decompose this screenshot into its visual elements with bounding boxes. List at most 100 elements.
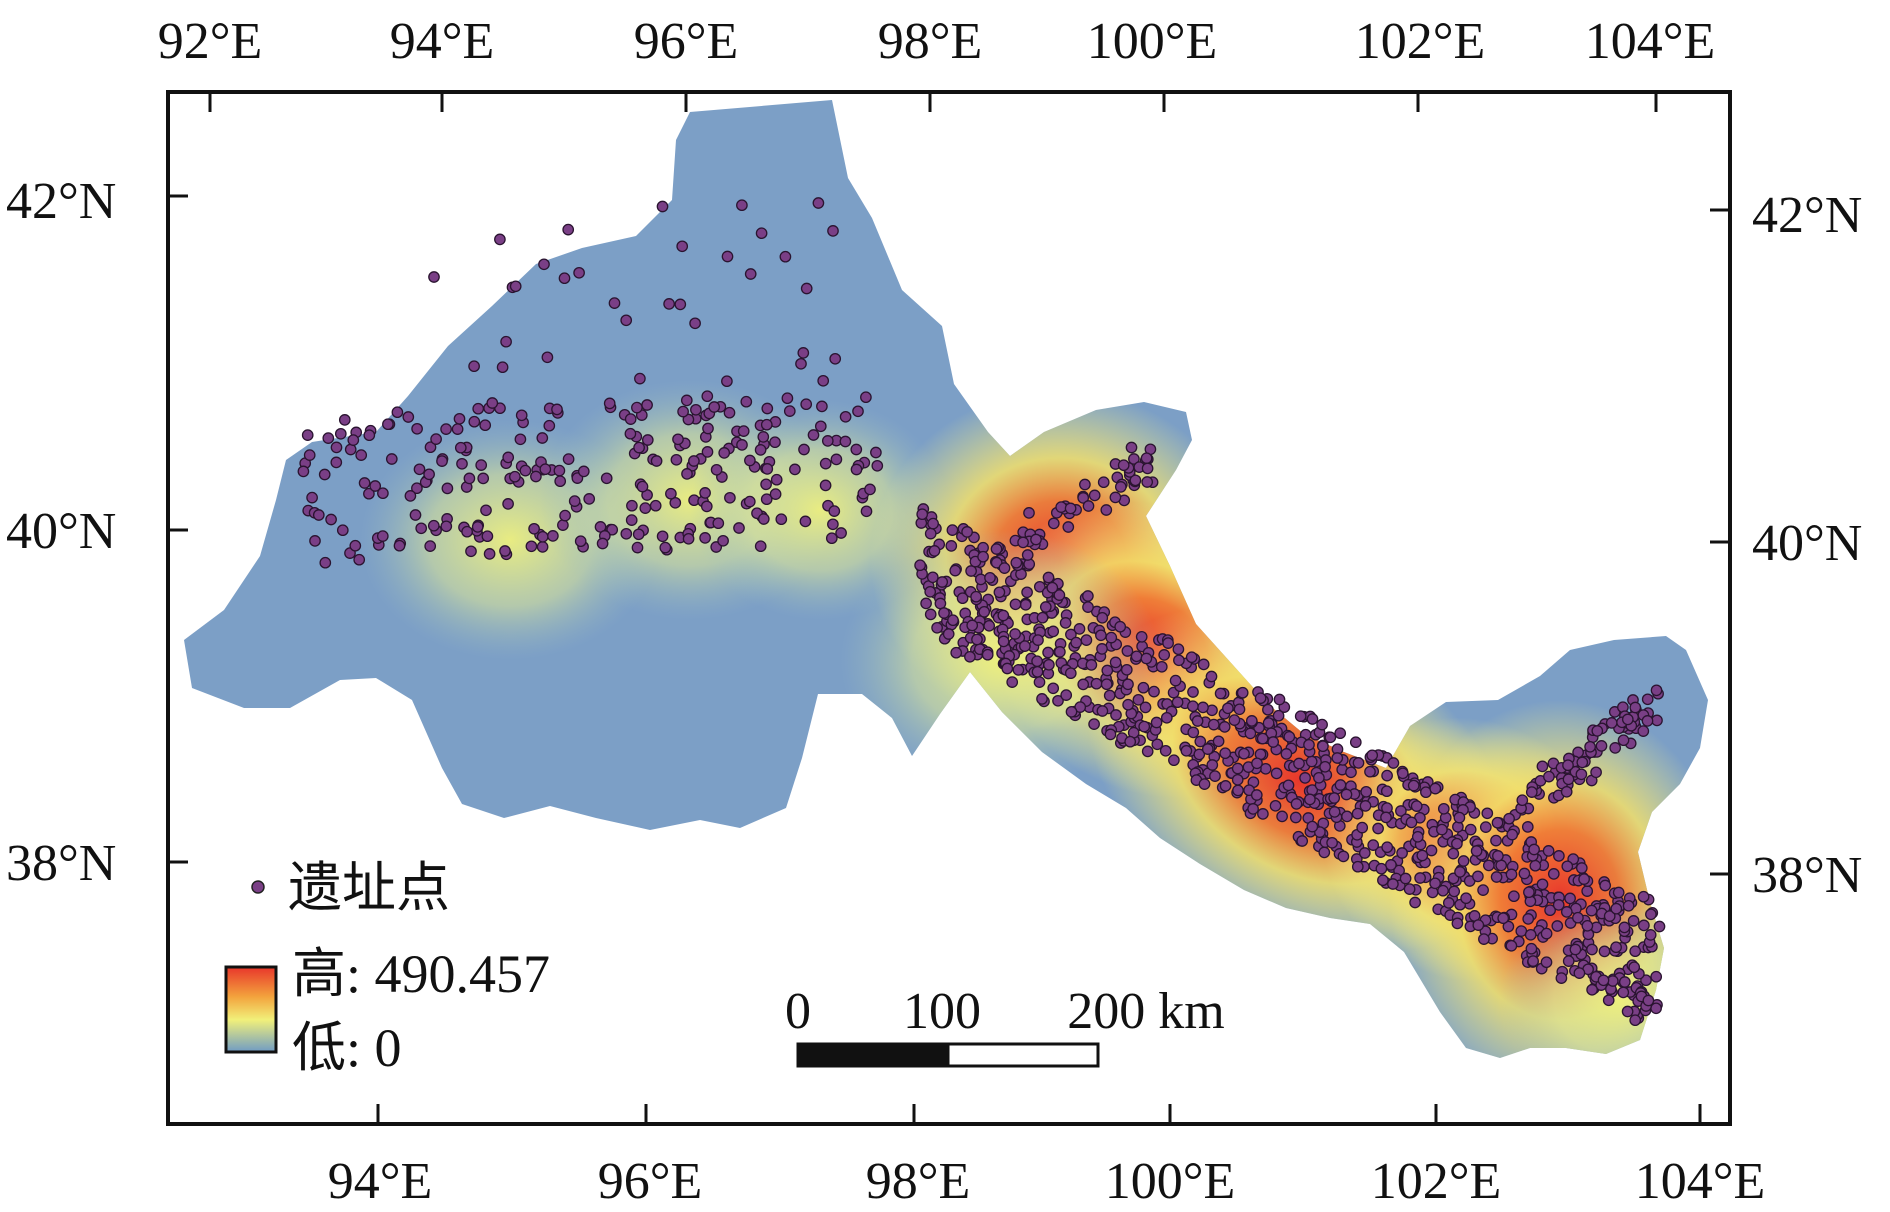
site-point: [920, 597, 932, 610]
scale-label-100: 100: [903, 983, 981, 1040]
bottom-tick-label: 98°E: [866, 1153, 971, 1210]
site-point: [1575, 768, 1588, 781]
left-tick-label: 38°N: [6, 835, 116, 892]
site-point: [1555, 972, 1568, 984]
site-point: [1110, 709, 1122, 721]
site-point: [1162, 637, 1174, 649]
bottom-tick-label: 96°E: [598, 1153, 703, 1210]
site-point: [733, 522, 745, 534]
site-point: [699, 532, 711, 544]
bottom-tick-label: 102°E: [1371, 1153, 1502, 1210]
site-point: [1638, 919, 1650, 932]
site-point: [1495, 859, 1508, 872]
site-point: [947, 614, 959, 627]
site-point: [1437, 802, 1450, 815]
bottom-tick-label: 104°E: [1635, 1153, 1766, 1210]
site-point: [839, 410, 852, 423]
site-point: [1352, 757, 1365, 769]
site-point: [404, 490, 417, 502]
site-point: [1387, 757, 1400, 769]
site-point: [377, 487, 389, 500]
site-point: [1381, 769, 1393, 782]
site-point: [1464, 823, 1477, 836]
site-point: [770, 473, 783, 486]
site-point: [871, 459, 884, 472]
site-point: [465, 545, 477, 558]
site-point: [1100, 504, 1113, 516]
site-point: [1250, 789, 1263, 801]
site-point: [1168, 754, 1180, 767]
site-point: [1074, 701, 1087, 713]
site-point: [1187, 726, 1200, 739]
site-point: [835, 527, 847, 539]
site-point: [1622, 899, 1635, 912]
site-point: [1576, 756, 1589, 769]
site-point: [1280, 748, 1293, 760]
site-point: [1552, 899, 1565, 911]
site-point: [1197, 658, 1210, 671]
site-point: [1522, 913, 1535, 925]
site-point: [1135, 630, 1148, 643]
site-point: [681, 468, 693, 480]
site-point: [1120, 663, 1133, 676]
site-point: [472, 402, 485, 415]
site-point: [699, 487, 711, 499]
site-point: [1254, 692, 1267, 705]
study-region: [184, 100, 1708, 1058]
site-point: [349, 539, 362, 552]
site-point: [961, 526, 973, 538]
site-point: [682, 532, 695, 545]
site-point: [1095, 629, 1107, 642]
site-point: [1033, 676, 1046, 688]
site-point: [1222, 702, 1234, 715]
site-point: [964, 650, 976, 663]
scale-label-200: 200 km: [1067, 983, 1224, 1040]
site-point: [1114, 620, 1127, 633]
site-point: [1472, 919, 1485, 931]
site-point: [1019, 598, 1032, 611]
site-point: [1572, 911, 1584, 924]
site-point: [515, 409, 528, 422]
site-point: [1581, 919, 1594, 932]
site-point: [574, 535, 587, 548]
site-point: [1109, 656, 1122, 669]
legend-point-symbol: [251, 880, 265, 894]
site-point: [1150, 716, 1163, 729]
site-point: [530, 470, 542, 483]
site-point: [1125, 441, 1138, 454]
site-point: [795, 357, 807, 370]
site-point: [1060, 689, 1073, 701]
site-point: [674, 298, 687, 311]
site-point: [1290, 798, 1303, 810]
site-point: [1073, 623, 1086, 635]
site-point: [760, 418, 773, 431]
site-point: [1560, 785, 1573, 798]
site-point: [502, 451, 515, 464]
site-point: [1054, 646, 1066, 658]
site-point: [1231, 773, 1244, 786]
site-point: [1578, 873, 1590, 885]
site-point: [391, 406, 404, 419]
site-point: [1141, 462, 1154, 475]
site-point: [451, 423, 464, 435]
site-point: [717, 534, 729, 547]
site-point: [650, 455, 663, 467]
site-point: [946, 524, 959, 536]
site-point: [461, 525, 473, 538]
site-point: [789, 463, 801, 476]
site-point: [319, 556, 332, 569]
site-point: [1629, 1014, 1642, 1027]
site-point: [325, 513, 337, 526]
site-point: [1299, 772, 1311, 784]
site-point: [1140, 652, 1153, 665]
site-point: [737, 425, 750, 437]
site-point: [634, 372, 646, 385]
site-point: [1328, 792, 1341, 804]
site-point: [708, 401, 721, 413]
site-point: [827, 518, 839, 531]
site-point: [509, 470, 521, 483]
site-point: [1088, 489, 1101, 502]
site-point: [1236, 686, 1249, 699]
site-point: [1247, 803, 1259, 815]
site-point: [680, 394, 693, 407]
